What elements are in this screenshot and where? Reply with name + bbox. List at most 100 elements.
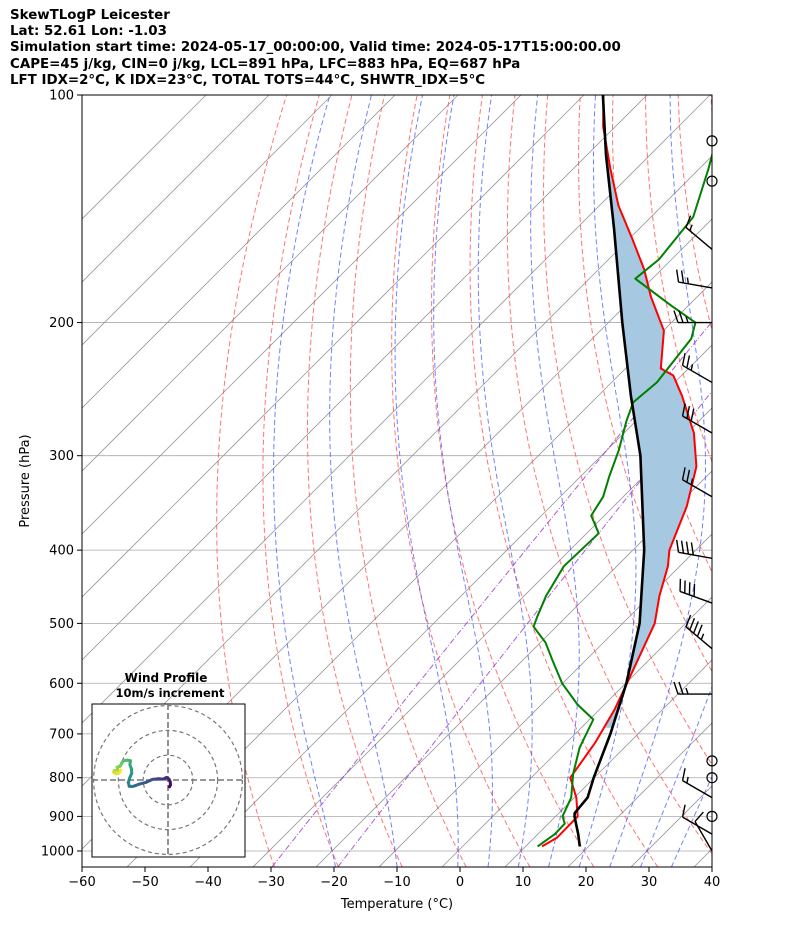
calm-circle [706,755,718,767]
y-tick-label: 400 [49,544,74,559]
dry-adiabat [469,95,659,867]
stability-parameters-2: LFT IDX=2°C, K IDX=23°C, TOTAL TOTS=44°C… [10,72,486,88]
barb-shaft [682,479,713,498]
barb-flag [696,624,703,637]
dry-adiabat [506,95,712,855]
wind-barb [685,614,713,650]
wind-barb [706,772,718,784]
y-tick-label: 500 [49,617,74,632]
figure-title-block: SkewTLogP Leicester Lat: 52.61 Lon: -1.0… [10,8,621,89]
isotherm-line [82,95,648,661]
wind-barb [685,215,713,250]
wind-barb [681,352,713,384]
dry-adiabat [307,95,403,867]
calm-circle [706,810,718,822]
moist-adiabat [477,95,533,867]
wind-barb [681,403,713,434]
wind-barb [706,810,718,822]
x-tick-label: −40 [194,875,221,890]
barb-flag [686,355,691,369]
axes: −60 −50 −40 −30 −20 −10 0 10 20 30 40 1000 900 800 700… [41,89,720,891]
wind-barb [706,175,718,187]
moist-adiabat [670,775,712,867]
isotherm-line [378,533,712,867]
x-tick-label: 10 [515,875,532,890]
dry-adiabat [710,95,712,119]
barb-flag [685,215,692,228]
parcel-path-line [573,95,646,847]
isotherm-line [441,596,712,867]
wind-barb [706,755,718,767]
moist-adiabat [609,95,707,867]
moist-adiabat [433,95,493,867]
moist-adiabat [394,95,459,867]
x-tick-label: −10 [383,875,410,890]
barb-half-flag [686,277,690,284]
barb-shaft [678,551,713,559]
moist-adiabat [578,95,637,867]
y-tick-label: 700 [49,727,74,742]
stability-parameters-1: CAPE=45 j/kg, CIN=0 j/kg, LCL=891 hPa, L… [10,56,521,72]
calm-circle [706,772,718,784]
barb-shaft [685,626,713,650]
cape-fill [603,104,697,728]
barb-flag [692,621,699,634]
x-tick-label: 0 [456,875,464,890]
wind-barbs [673,95,718,867]
isotherm-line [82,95,711,724]
barb-shaft [679,590,713,604]
barb-half-flag [690,364,694,371]
wind-barb [673,681,712,695]
barb-flag [681,352,686,366]
y-tick-label: 600 [49,677,74,692]
barb-flag [694,811,704,823]
isotherm-line [82,95,459,472]
x-tick-label: −50 [131,875,158,890]
barb-flag [680,270,685,284]
barb-flag [685,614,692,628]
wind-barb [681,768,713,799]
barb-flag [678,681,684,695]
y-tick-label: 100 [49,89,74,104]
hodograph-ring [117,729,219,831]
barb-shaft [682,816,713,835]
calm-circle [706,135,718,147]
moist-adiabat [530,95,580,867]
dry-adiabat [578,95,712,673]
isotherm-line [82,95,333,346]
barb-half-flag [685,687,689,695]
barb-flag [681,768,686,781]
isotherm-line [82,95,585,598]
hodograph-title: Wind Profile [125,671,208,685]
barb-flag [675,539,680,553]
background-grid [82,95,712,867]
mixing-ratio-line [337,390,712,867]
x-tick-label: −60 [68,875,95,890]
isotherm-line [82,95,396,409]
y-axis-label: Pressure (hPa) [18,434,33,527]
dry-adiabat [542,95,712,766]
moist-adiabat [329,95,398,867]
wind-barb [679,578,713,604]
barb-half-flag [700,633,705,640]
isotherm-line [189,344,712,867]
barb-flag [681,403,686,417]
barb-shaft [678,281,713,289]
barb-half-flag [685,316,689,323]
station-title: SkewTLogP Leicester [10,8,170,23]
barb-shaft [685,226,713,250]
isotherm-line [567,722,712,867]
barb-shaft [682,364,713,384]
y-tick-label: 800 [49,771,74,786]
barb-flag [681,467,686,480]
isotherm-line [252,407,712,867]
isotherm-line [693,848,712,867]
cape-area [603,104,697,728]
barb-flag [675,269,680,283]
wind-barb [675,269,713,289]
dry-adiabat [349,95,467,867]
mixing-ratio-line [271,320,712,867]
station-location: Lat: 52.61 Lon: -1.03 [10,24,167,40]
wind-barb [694,811,713,852]
